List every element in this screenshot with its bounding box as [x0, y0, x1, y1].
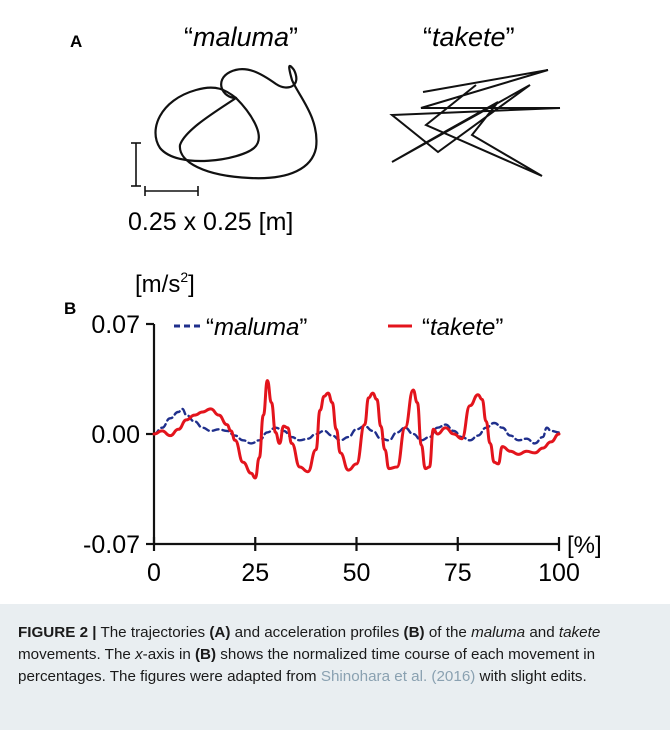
series-takete-line	[152, 379, 561, 480]
takete-title: “takete”	[423, 22, 515, 52]
caption-text: with slight edits.	[475, 668, 587, 685]
panel-b-label: B	[64, 299, 76, 318]
citation-link[interactable]: Shinohara et al. (2016)	[320, 668, 476, 685]
caption-text: and acceleration profiles	[230, 624, 404, 641]
caption-background	[0, 604, 670, 730]
caption-text: The trajectories	[96, 624, 210, 641]
caption-ref-b: (B)	[403, 624, 425, 641]
x-unit-label: [%]	[567, 532, 602, 559]
maluma-trajectory	[154, 64, 318, 180]
maluma-scale-bar	[131, 142, 199, 196]
caption-ref-a: (A)	[209, 624, 231, 641]
legend-takete-label: “takete”	[422, 314, 503, 341]
chart-series-layer	[152, 379, 561, 480]
y-tick-label: 0.00	[91, 421, 140, 449]
caption-ref-b2: (B)	[194, 646, 217, 663]
chart-legend: “maluma” “takete”	[174, 314, 503, 341]
x-tick-label: 50	[343, 559, 371, 587]
caption-text: of the	[424, 624, 472, 641]
takete-trajectory	[389, 69, 561, 177]
caption-takete: takete	[558, 624, 601, 641]
caption-text: shows the normalized time course of each…	[18, 646, 596, 685]
chart-axes: 0.07 0.00 -0.070 25 50 75 100	[83, 311, 580, 587]
maluma-title-word: maluma	[193, 22, 289, 52]
maluma-title: “maluma”	[184, 22, 298, 52]
x-tick-label: 25	[241, 559, 269, 587]
caption-text: movements. The	[18, 646, 136, 663]
caption-text: and	[525, 624, 559, 641]
caption-text: -axis in	[142, 646, 195, 663]
takete-title-word: takete	[432, 22, 506, 52]
series-maluma-line	[152, 407, 561, 445]
figure-caption: FIGURE 2 | The trajectories (A) and acce…	[18, 622, 658, 688]
figure: A “maluma” “takete” 0.25 x 0.25 [m] [m/s…	[64, 22, 602, 587]
y-tick-label: -0.07	[83, 531, 140, 559]
caption-x: x	[135, 646, 143, 663]
y-tick-label: 0.07	[91, 311, 140, 339]
caption-maluma: maluma	[471, 624, 526, 641]
scale-label: 0.25 x 0.25 [m]	[128, 208, 293, 236]
legend-maluma-label: “maluma”	[206, 314, 307, 341]
caption-figure-label: FIGURE 2 |	[18, 624, 97, 641]
x-tick-label: 0	[147, 559, 161, 587]
panel-a-label: A	[70, 32, 82, 51]
x-tick-label: 100	[538, 559, 580, 587]
y-unit-label: [m/s2]	[135, 269, 195, 298]
x-tick-label: 75	[444, 559, 472, 587]
